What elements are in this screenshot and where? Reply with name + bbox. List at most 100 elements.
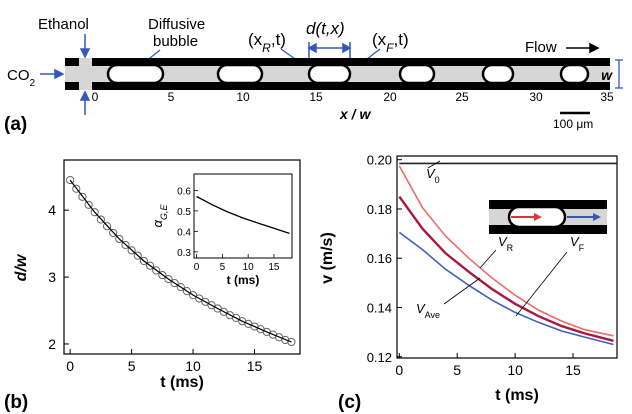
bubble-5 <box>481 63 515 85</box>
chart-c-xtick-label: 5 <box>453 362 461 378</box>
chart-c-line-vf <box>398 165 614 337</box>
chart-b-ytick-label: 2 <box>48 336 56 352</box>
ethanol-label: Ethanol <box>38 16 89 33</box>
ethanol-arrows <box>79 34 91 115</box>
chart-b-point <box>152 266 161 275</box>
chart-b-ylabel: d/w <box>13 253 30 281</box>
chart-b-point <box>78 192 87 201</box>
chart-b-point <box>207 301 216 310</box>
chart-b-xtick-label: 5 <box>128 358 136 374</box>
chart-c-xtick-label: 10 <box>507 362 523 378</box>
chart-b-point <box>170 278 179 288</box>
chart-c-ytick-label: 0.20 <box>367 153 392 168</box>
chart-b-xtick-label: 10 <box>185 358 201 374</box>
panel-a-ticks: 0 5 10 15 20 25 30 35 <box>92 90 614 104</box>
label-vave-leader <box>443 277 481 305</box>
chart-b-point <box>195 294 204 303</box>
chart-b-point <box>158 270 167 280</box>
chart-b-point <box>72 184 81 193</box>
label-v0-leader <box>427 160 441 169</box>
chart-b-point <box>213 304 222 313</box>
label-vave: VAve <box>416 301 440 320</box>
chart-c-xlabel: t (ms) <box>495 387 539 404</box>
label-vf-leader <box>515 251 568 317</box>
inset-xtick-label: 5 <box>220 262 226 273</box>
a-tick-25: 25 <box>455 90 469 104</box>
chart-b-point <box>121 240 130 250</box>
chart-c-ytick-label: 0.14 <box>367 301 392 316</box>
inset-xtick-label: 15 <box>268 262 280 273</box>
chart-b: 2 3 4 0 5 10 15 d/w t (ms) (b) 0.3 0.4 0.5 0.6 0… <box>4 159 301 413</box>
xf-label: (xF,t) <box>372 30 409 55</box>
panel-b-label: (b) <box>4 392 28 413</box>
chart-b-point <box>109 228 118 238</box>
chart-b-point <box>139 256 148 266</box>
bubble-6 <box>559 63 590 85</box>
chart-b-plot-frame <box>63 159 301 355</box>
co2-arrow <box>40 68 65 80</box>
bubble-1 <box>106 63 165 85</box>
panel-a-figure: Ethanol Diffusive bubble (xR,t) d(t,x) (… <box>4 16 623 135</box>
bubble-4 <box>398 63 436 85</box>
d-bracket <box>307 42 352 64</box>
scale-bar-label: 100 μm <box>553 117 593 131</box>
diffusive-bubble-label-1: Diffusive <box>148 16 205 33</box>
bubble-3 <box>307 63 352 85</box>
d-label: d(t,x) <box>306 19 345 38</box>
flow-label: Flow <box>525 39 557 56</box>
inset-frame <box>193 173 293 259</box>
chart-b-point <box>176 283 185 292</box>
inset-xtick-label: 0 <box>194 262 200 273</box>
a-tick-0: 0 <box>92 90 99 104</box>
inset-xtick-label: 10 <box>243 262 255 273</box>
chart-c-ytick-label: 0.18 <box>367 202 392 217</box>
inset-ytick-label: 0.3 <box>177 248 191 259</box>
bubbles <box>106 63 590 85</box>
chart-b-ytick-label: 3 <box>48 269 56 285</box>
chart-c-ytick-label: 0.16 <box>367 251 392 266</box>
inset-line <box>196 195 290 235</box>
label-vr-leader <box>479 249 497 269</box>
label-vf: VF <box>570 234 585 253</box>
chart-c-line-vave <box>398 195 614 342</box>
chart-c-plot-frame <box>396 155 618 359</box>
chart-b-point <box>231 313 241 322</box>
chart-b-point <box>127 246 136 255</box>
chart-b-xlabel: t (ms) <box>160 374 204 391</box>
chart-c-ytick-label: 0.12 <box>367 350 392 365</box>
chart-c-xtick-label: 15 <box>565 362 581 378</box>
chart-b-point <box>96 215 105 224</box>
chart-b-point <box>164 274 173 284</box>
ethanol-inlet <box>79 58 92 90</box>
chart-b-point <box>201 297 210 306</box>
label-v0: V0 <box>426 166 440 185</box>
panel-a-axis-title: x / w <box>339 106 371 122</box>
diffusive-bubble-label-2: bubble <box>153 33 198 50</box>
chart-b-point <box>102 222 112 231</box>
xr-label: (xR,t) <box>248 30 286 55</box>
a-tick-15: 15 <box>309 90 323 104</box>
chart-c-ylabel: v (m/s) <box>319 232 336 284</box>
chart-b-point <box>133 251 142 260</box>
a-tick-10: 10 <box>236 90 250 104</box>
co2-label: CO2 <box>7 67 36 89</box>
chart-b-point <box>84 200 93 209</box>
inset-ytick-label: 0.4 <box>177 227 191 238</box>
panel-c-label: (c) <box>338 392 361 413</box>
chart-b-xtick-label: 0 <box>66 358 74 374</box>
chart-b-point <box>188 291 198 300</box>
chart-c-xtick-label: 0 <box>395 362 403 378</box>
chart-b-fit-line <box>69 179 292 343</box>
chart-b-point <box>182 287 192 296</box>
a-tick-35: 35 <box>600 90 614 104</box>
a-tick-5: 5 <box>168 90 175 104</box>
inset-ytick-label: 0.5 <box>177 207 191 218</box>
chart-c-inset-image <box>489 200 607 234</box>
inset-ylabel: αG,E <box>150 204 169 228</box>
chart-b-ytick-label: 4 <box>48 202 56 218</box>
chart-b-point <box>145 261 155 270</box>
a-tick-20: 20 <box>383 90 397 104</box>
bubble-2 <box>216 63 264 85</box>
inset-ytick-label: 0.6 <box>177 186 191 197</box>
inset-xlabel: t (ms) <box>227 273 260 287</box>
